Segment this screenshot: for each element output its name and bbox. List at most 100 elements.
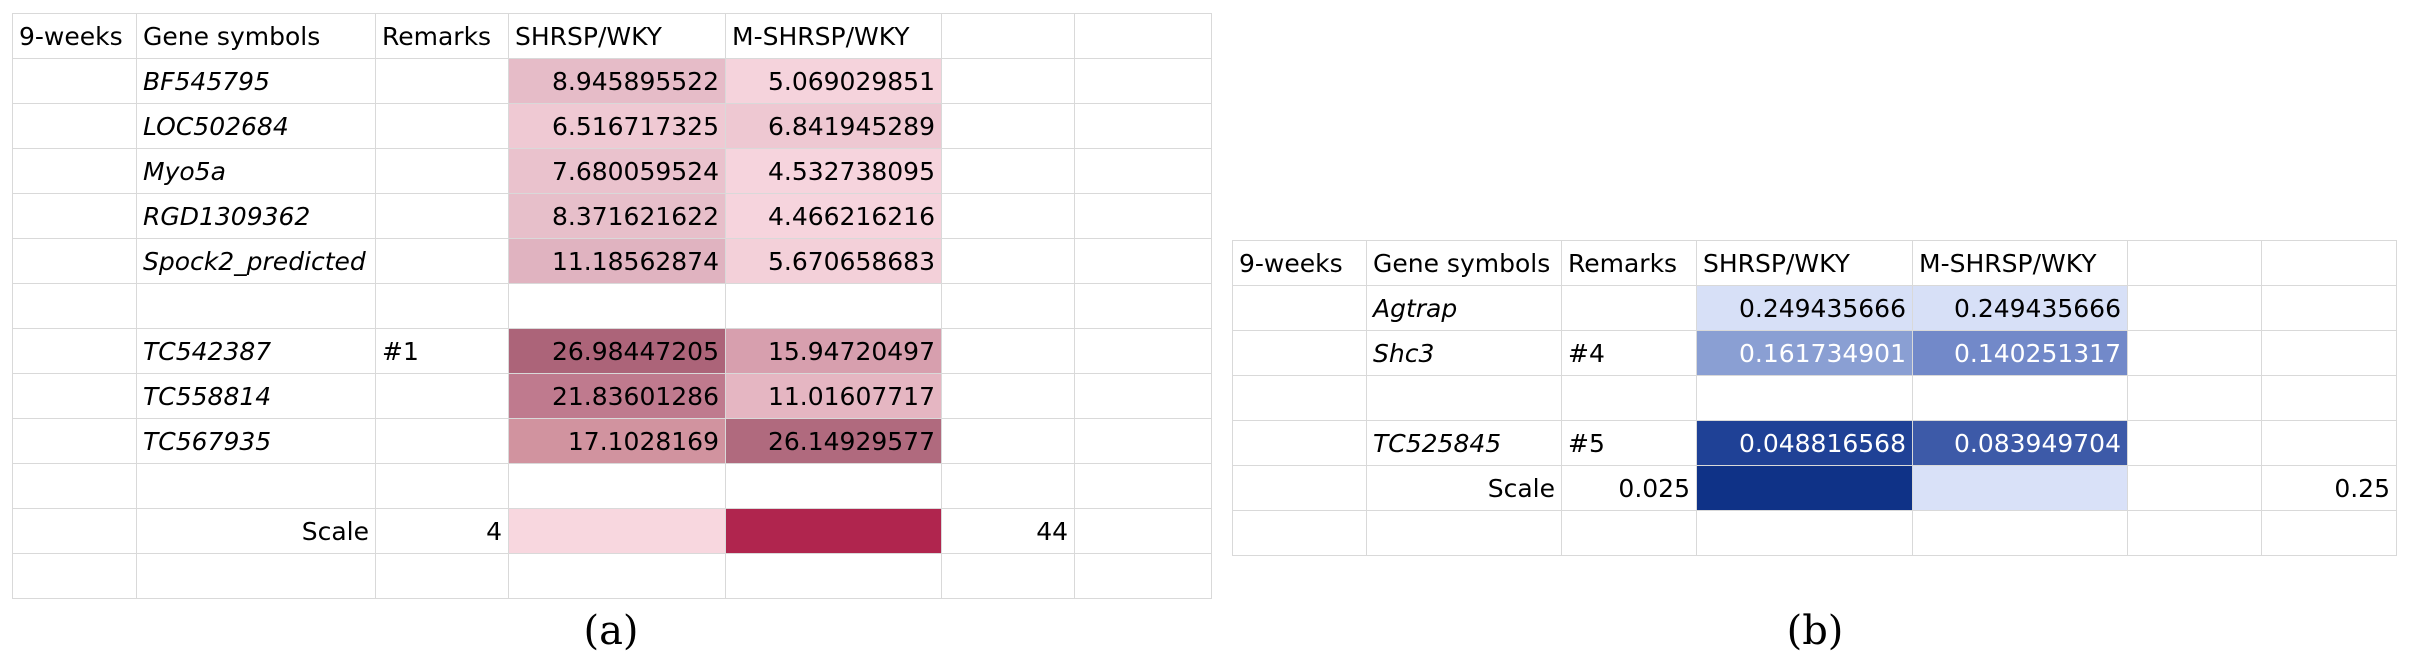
- empty-cell[interactable]: [1074, 508, 1212, 554]
- gene-symbol-cell[interactable]: [136, 283, 376, 329]
- remark-cell[interactable]: #5: [1561, 420, 1697, 466]
- mshrsp-value-cell[interactable]: 11.01607717: [725, 373, 942, 419]
- empty-cell[interactable]: [375, 553, 509, 599]
- mshrsp-value-cell[interactable]: 0.083949704: [1912, 420, 2128, 466]
- week-cell[interactable]: [12, 463, 137, 509]
- mshrsp-value-cell[interactable]: 5.069029851: [725, 58, 942, 104]
- empty-cell[interactable]: [136, 553, 376, 599]
- remark-cell[interactable]: [375, 148, 509, 194]
- remark-cell[interactable]: [375, 418, 509, 464]
- week-cell[interactable]: [12, 58, 137, 104]
- header-cell[interactable]: Gene symbols: [136, 13, 376, 59]
- mshrsp-value-cell[interactable]: 0.249435666: [1912, 285, 2128, 331]
- shrsp-value-cell[interactable]: 17.1028169: [508, 418, 726, 464]
- empty-cell[interactable]: [2261, 375, 2397, 421]
- gene-symbol-cell[interactable]: [136, 463, 376, 509]
- week-cell[interactable]: [1232, 375, 1367, 421]
- empty-cell[interactable]: [2261, 330, 2397, 376]
- empty-cell[interactable]: [1366, 510, 1562, 556]
- header-cell[interactable]: M-SHRSP/WKY: [1912, 240, 2128, 286]
- empty-cell[interactable]: [2261, 510, 2397, 556]
- empty-cell[interactable]: [1074, 238, 1212, 284]
- week-cell[interactable]: [1232, 330, 1367, 376]
- shrsp-value-cell[interactable]: [508, 463, 726, 509]
- gene-symbol-cell[interactable]: LOC502684: [136, 103, 376, 149]
- empty-cell[interactable]: [1074, 193, 1212, 239]
- empty-cell[interactable]: [941, 328, 1075, 374]
- header-cell[interactable]: [2261, 240, 2397, 286]
- remark-cell[interactable]: #1: [375, 328, 509, 374]
- remark-cell[interactable]: #4: [1561, 330, 1697, 376]
- header-cell[interactable]: SHRSP/WKY: [1696, 240, 1913, 286]
- gene-symbol-cell[interactable]: Agtrap: [1366, 285, 1562, 331]
- remark-cell[interactable]: [375, 103, 509, 149]
- header-cell[interactable]: 9-weeks: [12, 13, 137, 59]
- empty-cell[interactable]: [2127, 465, 2262, 511]
- empty-cell[interactable]: [941, 418, 1075, 464]
- empty-cell[interactable]: [941, 463, 1075, 509]
- empty-cell[interactable]: [1074, 103, 1212, 149]
- header-cell[interactable]: [941, 13, 1075, 59]
- header-cell[interactable]: M-SHRSP/WKY: [725, 13, 942, 59]
- gene-symbol-cell[interactable]: RGD1309362: [136, 193, 376, 239]
- empty-cell[interactable]: [941, 103, 1075, 149]
- mshrsp-value-cell[interactable]: 6.841945289: [725, 103, 942, 149]
- shrsp-value-cell[interactable]: 7.680059524: [508, 148, 726, 194]
- header-cell[interactable]: Gene symbols: [1366, 240, 1562, 286]
- scale-min-swatch[interactable]: [508, 508, 726, 554]
- empty-cell[interactable]: [2127, 330, 2262, 376]
- shrsp-value-cell[interactable]: [1696, 375, 1913, 421]
- week-cell[interactable]: [12, 373, 137, 419]
- empty-cell[interactable]: [2127, 510, 2262, 556]
- empty-cell[interactable]: [2127, 285, 2262, 331]
- mshrsp-value-cell[interactable]: 15.94720497: [725, 328, 942, 374]
- mshrsp-value-cell[interactable]: 4.466216216: [725, 193, 942, 239]
- scale-min-swatch[interactable]: [1696, 465, 1913, 511]
- shrsp-value-cell[interactable]: 11.18562874: [508, 238, 726, 284]
- shrsp-value-cell[interactable]: 0.249435666: [1696, 285, 1913, 331]
- empty-cell[interactable]: [941, 193, 1075, 239]
- empty-cell[interactable]: [2261, 420, 2397, 466]
- mshrsp-value-cell[interactable]: [1912, 375, 2128, 421]
- gene-symbol-cell[interactable]: TC567935: [136, 418, 376, 464]
- scale-max-swatch[interactable]: [1912, 465, 2128, 511]
- empty-cell[interactable]: [1074, 58, 1212, 104]
- empty-cell[interactable]: [725, 553, 942, 599]
- remark-cell[interactable]: [375, 283, 509, 329]
- shrsp-value-cell[interactable]: 21.83601286: [508, 373, 726, 419]
- gene-symbol-cell[interactable]: Spock2_predicted: [136, 238, 376, 284]
- empty-cell[interactable]: [941, 58, 1075, 104]
- empty-cell[interactable]: [2127, 375, 2262, 421]
- week-cell[interactable]: [12, 283, 137, 329]
- shrsp-value-cell[interactable]: 8.945895522: [508, 58, 726, 104]
- shrsp-value-cell[interactable]: 8.371621622: [508, 193, 726, 239]
- shrsp-value-cell[interactable]: 0.161734901: [1696, 330, 1913, 376]
- scale-min-value[interactable]: 4: [375, 508, 509, 554]
- shrsp-value-cell[interactable]: 26.98447205: [508, 328, 726, 374]
- empty-cell[interactable]: [2127, 420, 2262, 466]
- empty-cell[interactable]: [1074, 373, 1212, 419]
- week-cell[interactable]: [12, 103, 137, 149]
- mshrsp-value-cell[interactable]: [725, 463, 942, 509]
- empty-cell[interactable]: [1074, 283, 1212, 329]
- scale-label[interactable]: Scale: [136, 508, 376, 554]
- empty-cell[interactable]: [941, 283, 1075, 329]
- shrsp-value-cell[interactable]: [508, 283, 726, 329]
- header-cell[interactable]: 9-weeks: [1232, 240, 1367, 286]
- week-cell[interactable]: [12, 328, 137, 374]
- empty-cell[interactable]: [941, 148, 1075, 194]
- empty-cell[interactable]: [12, 553, 137, 599]
- empty-cell[interactable]: [941, 373, 1075, 419]
- empty-cell[interactable]: [508, 553, 726, 599]
- remark-cell[interactable]: [1561, 375, 1697, 421]
- empty-cell[interactable]: [2261, 285, 2397, 331]
- header-cell[interactable]: [1074, 13, 1212, 59]
- gene-symbol-cell[interactable]: Shc3: [1366, 330, 1562, 376]
- mshrsp-value-cell[interactable]: [725, 283, 942, 329]
- week-cell[interactable]: [12, 193, 137, 239]
- remark-cell[interactable]: [375, 58, 509, 104]
- empty-cell[interactable]: [12, 508, 137, 554]
- remark-cell[interactable]: [375, 373, 509, 419]
- week-cell[interactable]: [1232, 285, 1367, 331]
- empty-cell[interactable]: [1232, 510, 1367, 556]
